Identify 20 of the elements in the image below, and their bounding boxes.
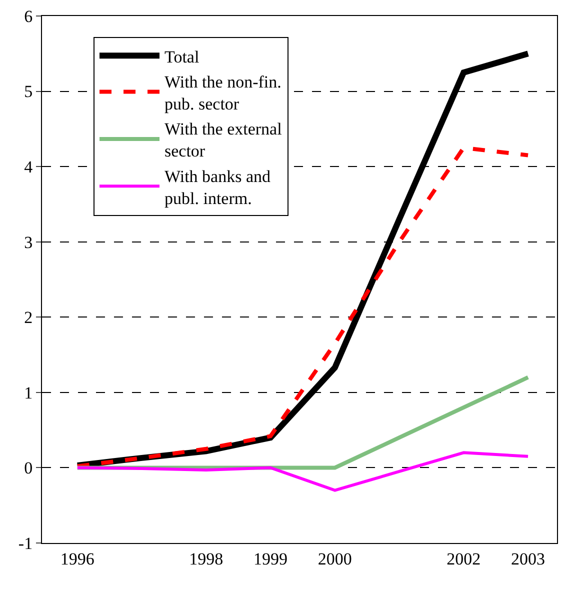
y-tick-label: 3 <box>24 232 33 252</box>
y-tick-label: 4 <box>24 158 34 177</box>
x-tick-label: 1996 <box>60 549 94 568</box>
legend-label: With the external sector <box>164 120 282 161</box>
legend-label: Total <box>164 47 200 66</box>
y-tick-label: 2 <box>24 308 33 328</box>
line-series <box>76 451 530 492</box>
x-tick-label: 1999 <box>254 549 288 568</box>
y-tick-label: -1 <box>18 534 33 553</box>
x-tick-label: 2000 <box>318 549 352 568</box>
legend-label: With banks and publ. interm. <box>164 166 272 208</box>
y-tick-label: 5 <box>24 82 33 102</box>
y-tick-label: 6 <box>24 6 33 26</box>
legend-label: With the non-fin. pub. sector <box>164 72 282 114</box>
x-tick-label: 2003 <box>511 549 546 568</box>
y-tick-label: 1 <box>24 383 33 402</box>
x-tick-label: 2002 <box>446 549 481 568</box>
y-tick-label: 0 <box>24 458 33 478</box>
x-tick-label: 1998 <box>189 549 224 568</box>
line-series <box>75 146 530 468</box>
